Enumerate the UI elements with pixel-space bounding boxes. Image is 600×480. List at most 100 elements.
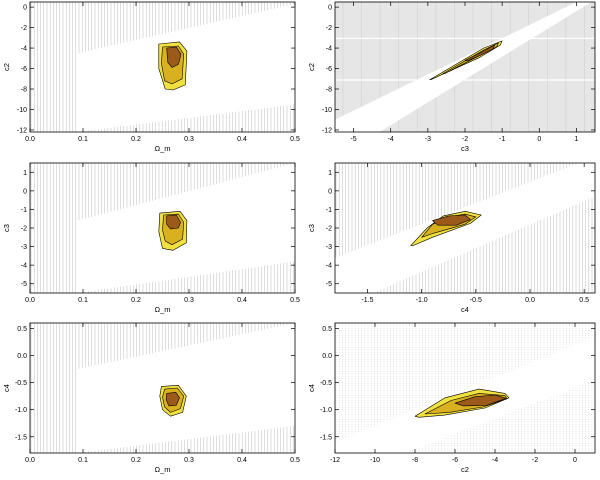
y-tick-label: 1: [328, 170, 332, 177]
x-tick-label: 0.0: [525, 297, 535, 304]
x-tick-label: 1: [574, 136, 578, 143]
x-tick-label: -5: [350, 136, 356, 143]
x-tick-label: 0.3: [184, 136, 194, 143]
x-tick-label: 0.3: [184, 457, 194, 464]
panel-c3-vs-omega_m: 0.0 0.1 0.2 0.3 0.4 0.5 -5 -4 -3 -2 -1 0 1 Ω_m c3: [2, 162, 300, 314]
y-tick-label: -5: [326, 281, 332, 288]
y-tick-label: 0: [23, 5, 27, 12]
x-tick-label: 0: [573, 457, 577, 464]
plot-area: [30, 323, 295, 453]
y-axis-label: c4: [2, 384, 11, 392]
x-tick-label: 0.2: [131, 457, 141, 464]
contour-inner: [166, 46, 182, 68]
y-tick-label: 0.0: [322, 353, 332, 360]
axes-frame: [29, 1, 296, 133]
plot-area: [335, 323, 595, 453]
axes-frame: [334, 322, 596, 454]
allowed-region: [77, 323, 295, 453]
y-tick-label: 0.5: [322, 326, 332, 333]
y-tick-label: 0: [328, 5, 332, 12]
x-tick-label: 0.0: [25, 297, 35, 304]
allowed-region: [335, 2, 592, 132]
y-tick-label: 1: [23, 170, 27, 177]
y-tick-label: -12: [17, 127, 27, 134]
x-axis-label: Ω_m: [154, 144, 170, 153]
y-axis-label: c2: [2, 63, 11, 71]
contour-inner: [464, 44, 496, 62]
x-axis-label: c3: [461, 144, 469, 153]
panel-c2-vs-omega_m: 0.0 0.1 0.2 0.3 0.4 0.5 -12 -10 -8 -6 -4 -2 0 Ω_m c2: [2, 1, 300, 153]
x-tick-label: 0.1: [78, 297, 88, 304]
y-tick-label: -1.5: [15, 434, 27, 441]
contour-inner: [165, 391, 180, 407]
contour-inner: [432, 214, 471, 226]
x-tick-label: 0.4: [237, 457, 247, 464]
x-tick-label: -4: [388, 136, 394, 143]
y-tick-label: 0.0: [17, 353, 27, 360]
x-tick-label: -2: [532, 457, 538, 464]
y-tick-label: -1.5: [320, 434, 332, 441]
x-axis-label: Ω_m: [154, 305, 170, 314]
x-tick-label: -8: [412, 457, 418, 464]
panel-c4-vs-c2: -12 -10 -8 -6 -4 -2 0 -1.5 -1.0 -0.5 0.0 0.5 c2 c4: [307, 322, 596, 474]
x-tick-label: 0.5: [290, 136, 300, 143]
y-axis-label: c3: [2, 224, 11, 232]
y-tick-label: 0: [328, 188, 332, 195]
x-tick-label: -3: [425, 136, 431, 143]
y-tick-label: -0.5: [320, 380, 332, 387]
x-tick-label: -1.5: [361, 297, 373, 304]
y-tick-label: 0.5: [17, 326, 27, 333]
x-tick-label: -1.0: [416, 297, 428, 304]
contour-inner: [454, 394, 507, 407]
y-tick-label: -1: [21, 207, 27, 214]
x-tick-label: 0.1: [78, 457, 88, 464]
y-tick-label: -2: [326, 25, 332, 32]
plot-area: [30, 163, 295, 293]
y-tick-label: -8: [21, 87, 27, 94]
x-tick-label: 0.0: [25, 457, 35, 464]
y-tick-label: -1.0: [320, 407, 332, 414]
contour-inner: [166, 214, 181, 230]
y-tick-label: -3: [326, 244, 332, 251]
x-tick-label: 0: [537, 136, 541, 143]
x-tick-label: -6: [452, 457, 458, 464]
panel-c4-vs-omega_m: 0.0 0.1 0.2 0.3 0.4 0.5 -1.5 -1.0 -0.5 0.0 0.5 Ω_m c…: [2, 322, 300, 474]
x-tick-label: -4: [492, 457, 498, 464]
x-tick-label: -2: [462, 136, 468, 143]
y-tick-label: 0: [23, 188, 27, 195]
y-tick-label: -1: [326, 207, 332, 214]
axes-frame: [29, 322, 296, 454]
x-axis-label: c4: [461, 305, 469, 314]
y-tick-label: -6: [21, 66, 27, 73]
x-tick-label: 0.2: [131, 136, 141, 143]
y-axis-label: c4: [307, 384, 316, 392]
x-axis-label: Ω_m: [154, 465, 170, 474]
x-tick-label: -10: [370, 457, 380, 464]
plot-area: [335, 163, 595, 293]
plot-area: [335, 2, 595, 132]
x-tick-label: -1: [499, 136, 505, 143]
x-tick-label: -12: [330, 457, 340, 464]
x-tick-label: -0.5: [470, 297, 482, 304]
x-tick-label: 0.0: [25, 136, 35, 143]
y-axis-label: c2: [307, 63, 316, 71]
x-tick-label: 0.1: [78, 136, 88, 143]
x-tick-label: 0.3: [184, 297, 194, 304]
y-tick-label: -4: [326, 263, 332, 270]
x-tick-label: 0.2: [131, 297, 141, 304]
y-tick-label: -6: [326, 66, 332, 73]
x-tick-label: 0.4: [237, 297, 247, 304]
y-tick-label: -2: [21, 226, 27, 233]
y-tick-label: -8: [326, 87, 332, 94]
x-axis-label: c2: [461, 465, 469, 474]
y-tick-label: -1.0: [15, 407, 27, 414]
y-tick-label: -0.5: [15, 380, 27, 387]
y-axis-label: c3: [307, 224, 316, 232]
y-tick-label: -2: [21, 25, 27, 32]
allowed-region: [335, 163, 595, 293]
y-tick-label: -4: [326, 46, 332, 53]
x-tick-label: 0.4: [237, 136, 247, 143]
y-tick-label: -12: [322, 127, 332, 134]
